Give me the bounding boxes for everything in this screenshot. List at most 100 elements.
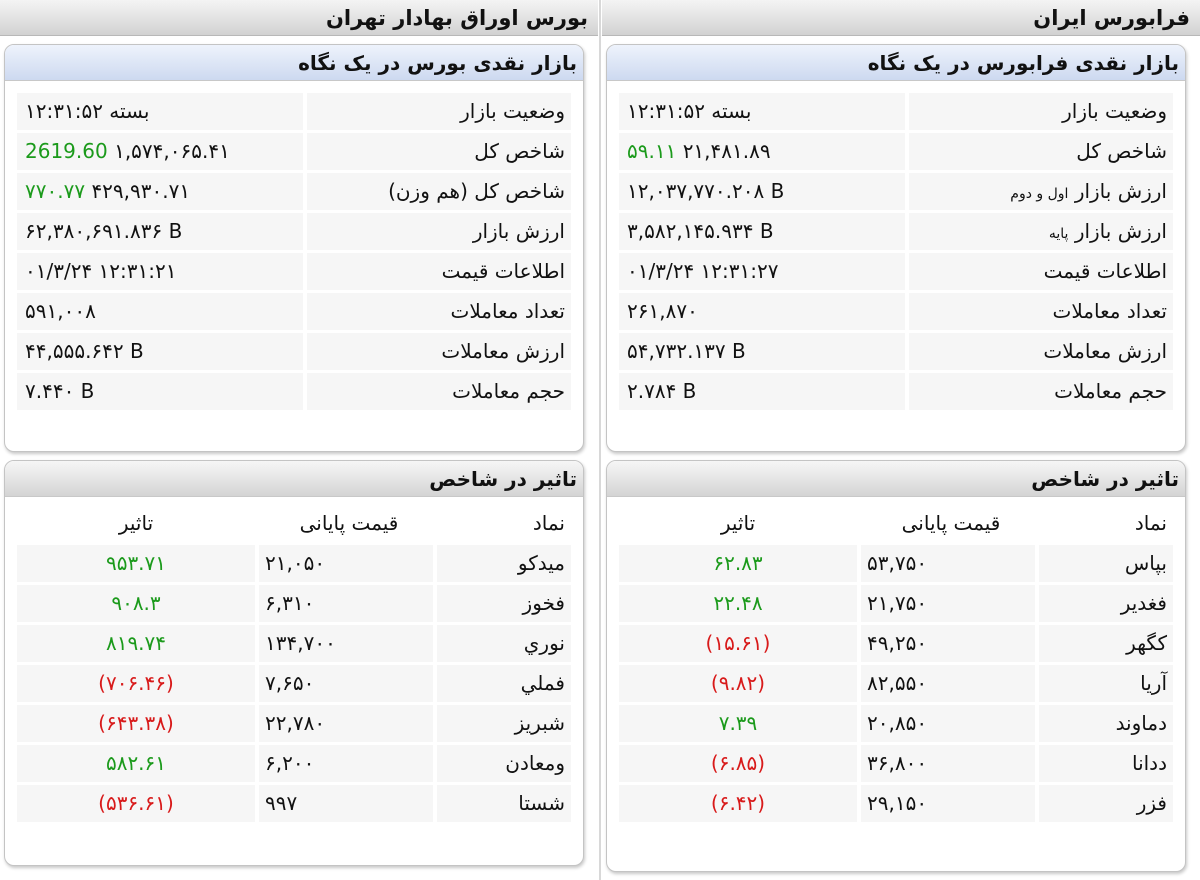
table-row: کگهر ۴۹,۲۵۰ (۱۵.۶۱)	[619, 625, 1173, 662]
symbol-cell: کگهر	[1039, 625, 1173, 662]
overview-label: وضعیت بازار	[909, 93, 1173, 130]
bourse-impact-table: نماد قیمت پایانی تاثیر میدکو ۲۱,۰۵۰ ۹۵۳.۷۱…	[17, 505, 571, 825]
overview-label: وضعیت بازار	[307, 93, 571, 130]
price-cell: ۳۶,۸۰۰	[861, 745, 1035, 782]
symbol-cell: بپاس	[1039, 545, 1173, 582]
table-row: فغدیر ۲۱,۷۵۰ ۲۲.۴۸	[619, 585, 1173, 622]
symbol-cell: فغدیر	[1039, 585, 1173, 622]
overview-value: ۶۲,۳۸۰,۶۹۱.۸۳۶ B	[17, 213, 303, 250]
price-cell: ۲۹,۱۵۰	[861, 785, 1035, 822]
impact-rows: بپاس ۵۳,۷۵۰ ۶۲.۸۳ فغدیر ۲۱,۷۵۰ ۲۲.۴۸ کگهر ۴۹,۲۵…	[619, 545, 1173, 822]
table-row: میدکو ۲۱,۰۵۰ ۹۵۳.۷۱	[17, 545, 571, 582]
column-header-price: قیمت پایانی	[901, 511, 1001, 535]
farabourse-impact-panel: تاثیر در شاخص نماد قیمت پایانی تاثیر بپا…	[606, 460, 1186, 872]
impact-cell: (۹.۸۲)	[619, 665, 857, 702]
column-header-impact: تاثیر	[720, 511, 756, 535]
overview-row: اطلاعات قیمت ۰۱/۳/۲۴ ۱۲:۳۱:۲۷	[619, 253, 1173, 290]
impact-cell: ۹۰۸.۳	[17, 585, 255, 622]
price-cell: ۱۳۴,۷۰۰	[259, 625, 433, 662]
overview-label: ارزش معاملات	[307, 333, 571, 370]
bourse-overview-table: وضعیت بازار بسته ۱۲:۳۱:۵۲ شاخص کل 2619.6…	[17, 93, 571, 413]
impact-rows: میدکو ۲۱,۰۵۰ ۹۵۳.۷۱ فخوز ۶,۳۱۰ ۹۰۸.۳ نوري ۱۳۴,۷…	[17, 545, 571, 822]
price-cell: ۴۹,۲۵۰	[861, 625, 1035, 662]
price-cell: ۲۲,۷۸۰	[259, 705, 433, 742]
price-cell: ۶,۲۰۰	[259, 745, 433, 782]
symbol-cell: نوري	[437, 625, 571, 662]
bourse-overview-title: بازار نقدی بورس در یک نگاه	[5, 45, 583, 81]
impact-cell: ۶۲.۸۳	[619, 545, 857, 582]
farabourse-overview-table: وضعیت بازار بسته ۱۲:۳۱:۵۲ شاخص کل ۵۹.۱۱ …	[619, 93, 1173, 413]
table-row: بپاس ۵۳,۷۵۰ ۶۲.۸۳	[619, 545, 1173, 582]
overview-label: شاخص کل (هم وزن)	[307, 173, 571, 210]
symbol-cell: ومعادن	[437, 745, 571, 782]
overview-value: بسته ۱۲:۳۱:۵۲	[619, 93, 905, 130]
symbol-cell: فخوز	[437, 585, 571, 622]
column-divider	[599, 0, 601, 880]
farabourse-overview-panel: بازار نقدی فرابورس در یک نگاه وضعیت بازا…	[606, 44, 1186, 452]
symbol-cell: فملي	[437, 665, 571, 702]
impact-cell: ۹۵۳.۷۱	[17, 545, 255, 582]
impact-cell: (۶۴۳.۳۸)	[17, 705, 255, 742]
bourse-column: بورس اوراق بهادار تهران بازار نقدی بورس …	[0, 0, 598, 880]
table-row: فزر ۲۹,۱۵۰ (۶.۴۲)	[619, 785, 1173, 822]
overview-row: تعداد معاملات ۲۶۱,۸۷۰	[619, 293, 1173, 330]
overview-label: ارزش بازار اول و دوم	[909, 173, 1173, 210]
overview-label: تعداد معاملات	[307, 293, 571, 330]
overview-value: ۷۷۰.۷۷ ۴۲۹,۹۳۰.۷۱	[17, 173, 303, 210]
overview-row: ارزش معاملات ۴۴,۵۵۵.۶۴۲ B	[17, 333, 571, 370]
table-row: نوري ۱۳۴,۷۰۰ ۸۱۹.۷۴	[17, 625, 571, 662]
overview-value: ۲۶۱,۸۷۰	[619, 293, 905, 330]
index-change: ۷۷۰.۷۷	[25, 179, 86, 203]
table-row: فخوز ۶,۳۱۰ ۹۰۸.۳	[17, 585, 571, 622]
overview-label: ارزش بازار	[307, 213, 571, 250]
impact-cell: (۷۰۶.۴۶)	[17, 665, 255, 702]
overview-label: ارزش بازار پایه	[909, 213, 1173, 250]
farabourse-overview-title: بازار نقدی فرابورس در یک نگاه	[607, 45, 1185, 81]
price-cell: ۷,۶۵۰	[259, 665, 433, 702]
impact-cell: (۱۵.۶۱)	[619, 625, 857, 662]
column-header-symbol: نماد	[1134, 511, 1167, 535]
table-row: آریا ۸۲,۵۵۰ (۹.۸۲)	[619, 665, 1173, 702]
overview-label: شاخص کل	[307, 133, 571, 170]
price-cell: ۶,۳۱۰	[259, 585, 433, 622]
impact-cell: ۲۲.۴۸	[619, 585, 857, 622]
overview-value: 2619.60 ۱,۵۷۴,۰۶۵.۴۱	[17, 133, 303, 170]
index-change: ۵۹.۱۱	[627, 139, 677, 163]
bourse-overview-panel: بازار نقدی بورس در یک نگاه وضعیت بازار ب…	[4, 44, 584, 452]
impact-cell: (۶.۸۵)	[619, 745, 857, 782]
overview-value: ۱۲,۰۳۷,۷۷۰.۲۰۸ B	[619, 173, 905, 210]
symbol-cell: شستا	[437, 785, 571, 822]
farabourse-header: فرابورس ایران	[602, 0, 1200, 36]
overview-label: ارزش معاملات	[909, 333, 1173, 370]
table-row: ومعادن ۶,۲۰۰ ۵۸۲.۶۱	[17, 745, 571, 782]
impact-cell: ۵۸۲.۶۱	[17, 745, 255, 782]
index-change: 2619.60	[25, 139, 108, 163]
overview-row: شاخص کل (هم وزن) ۷۷۰.۷۷ ۴۲۹,۹۳۰.۷۱	[17, 173, 571, 210]
overview-row: شاخص کل ۵۹.۱۱ ۲۱,۴۸۱.۸۹	[619, 133, 1173, 170]
table-header: نماد قیمت پایانی تاثیر	[619, 505, 1173, 542]
overview-row: ارزش بازار ۶۲,۳۸۰,۶۹۱.۸۳۶ B	[17, 213, 571, 250]
impact-cell: ۸۱۹.۷۴	[17, 625, 255, 662]
overview-value: ۴۴,۵۵۵.۶۴۲ B	[17, 333, 303, 370]
overview-label: تعداد معاملات	[909, 293, 1173, 330]
farabourse-impact-title: تاثیر در شاخص	[607, 461, 1185, 497]
overview-label: اطلاعات قیمت	[909, 253, 1173, 290]
symbol-cell: فزر	[1039, 785, 1173, 822]
bourse-impact-panel: تاثیر در شاخص نماد قیمت پایانی تاثیر مید…	[4, 460, 584, 866]
symbol-cell: آریا	[1039, 665, 1173, 702]
overview-value: ۳,۵۸۲,۱۴۵.۹۳۴ B	[619, 213, 905, 250]
overview-value: ۵۹.۱۱ ۲۱,۴۸۱.۸۹	[619, 133, 905, 170]
table-row: شستا ۹۹۷ (۵۳۶.۶۱)	[17, 785, 571, 822]
overview-row: ارزش بازار اول و دوم ۱۲,۰۳۷,۷۷۰.۲۰۸ B	[619, 173, 1173, 210]
price-cell: ۲۰,۸۵۰	[861, 705, 1035, 742]
overview-value: ۷.۴۴۰ B	[17, 373, 303, 410]
overview-value: بسته ۱۲:۳۱:۵۲	[17, 93, 303, 130]
overview-value: ۵۹۱,۰۰۸	[17, 293, 303, 330]
farabourse-impact-table: نماد قیمت پایانی تاثیر بپاس ۵۳,۷۵۰ ۶۲.۸۳ فغ…	[619, 505, 1173, 825]
overview-row: حجم معاملات ۷.۴۴۰ B	[17, 373, 571, 410]
column-header-symbol: نماد	[532, 511, 565, 535]
overview-row: اطلاعات قیمت ۰۱/۳/۲۴ ۱۲:۳۱:۲۱	[17, 253, 571, 290]
impact-cell: (۵۳۶.۶۱)	[17, 785, 255, 822]
overview-label: حجم معاملات	[909, 373, 1173, 410]
bourse-header: بورس اوراق بهادار تهران	[0, 0, 598, 36]
